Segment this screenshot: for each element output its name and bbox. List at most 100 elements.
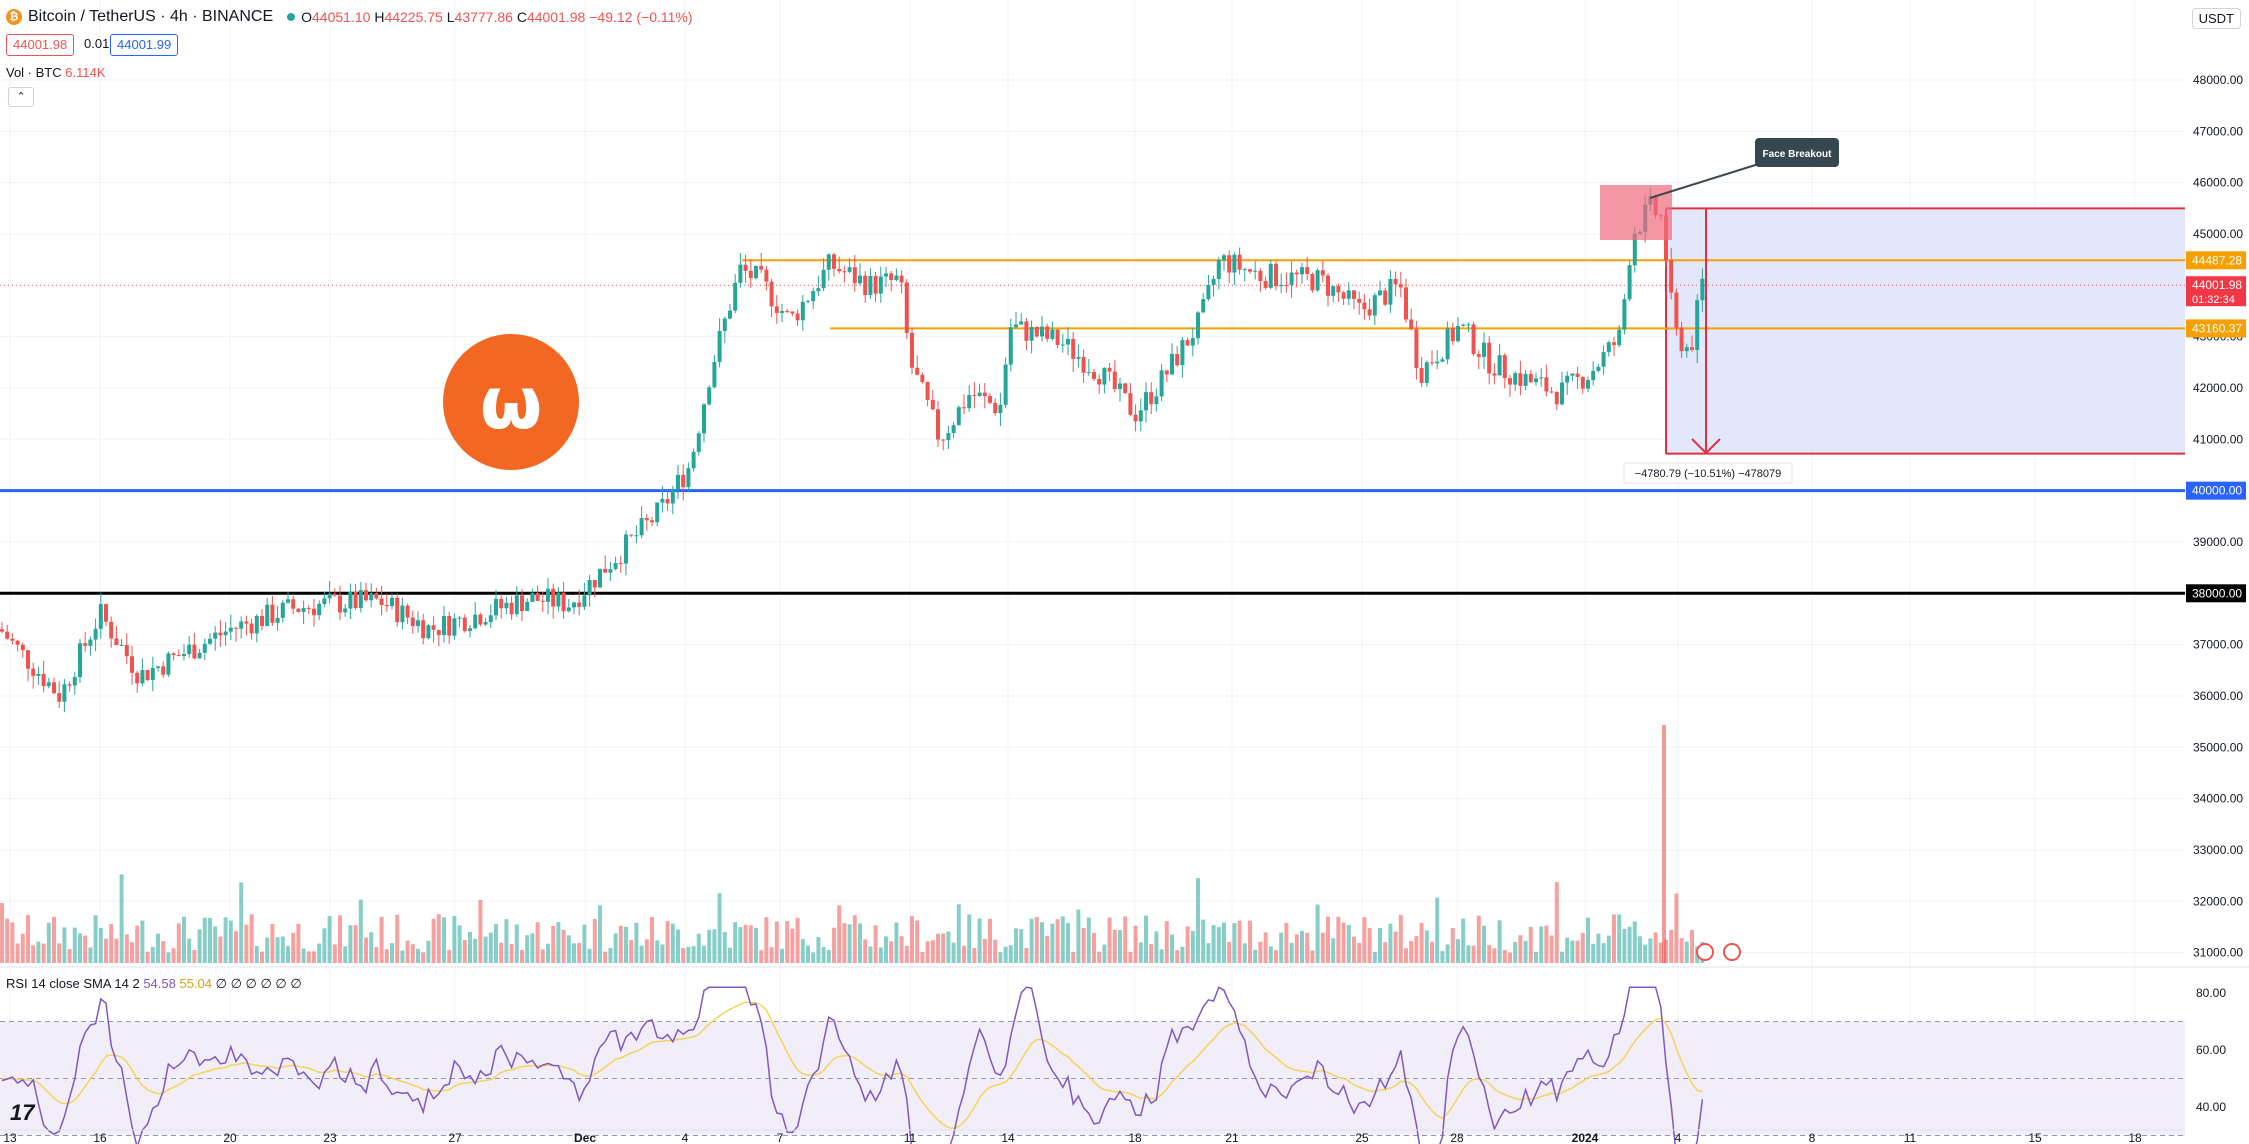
candle-body xyxy=(26,650,30,669)
buy-price-button[interactable]: 44001.99 xyxy=(110,34,179,56)
volume-bar xyxy=(551,925,556,963)
candle-body xyxy=(364,590,368,601)
symbol-title[interactable]: Bitcoin / TetherUS · 4h · BINANCE xyxy=(28,8,274,25)
candle-body xyxy=(582,595,587,607)
volume-bar xyxy=(1248,920,1252,963)
volume-bar xyxy=(249,914,254,963)
callout-label: Face Breakout xyxy=(1763,149,1833,160)
volume-bar xyxy=(1492,948,1497,963)
candle-body xyxy=(889,273,894,280)
candle-body xyxy=(228,627,233,632)
sell-price-button[interactable]: 44001.98 xyxy=(6,34,75,56)
candle-body xyxy=(1622,299,1627,330)
volume-bar xyxy=(540,949,545,963)
candle-body xyxy=(343,608,348,613)
volume-bar xyxy=(135,925,140,963)
volume-bar xyxy=(265,937,270,963)
candle-body xyxy=(572,602,576,608)
chevron-up-icon[interactable]: ⌃ xyxy=(8,87,34,107)
candle-body xyxy=(208,638,212,644)
candle-body xyxy=(1024,321,1029,341)
time-tick: 25 xyxy=(1355,1131,1369,1144)
candle-body xyxy=(1632,233,1637,266)
volume-bar xyxy=(1170,934,1174,963)
brand-logo: ω xyxy=(443,334,579,470)
volume-bar xyxy=(88,947,93,963)
volume-bar xyxy=(743,924,748,963)
candle-body xyxy=(114,638,119,646)
candle-body xyxy=(1554,391,1559,405)
volume-legend: Vol · BTC 6.114K xyxy=(6,65,106,80)
volume-bar xyxy=(1034,917,1039,963)
volume-bar xyxy=(1440,951,1445,963)
candle-body xyxy=(1232,254,1237,273)
candle-body xyxy=(1315,270,1320,291)
candle-body xyxy=(946,433,951,441)
volume-bar xyxy=(1404,948,1408,963)
volume-bar xyxy=(1315,904,1320,963)
volume-bar xyxy=(270,924,275,963)
candle-body xyxy=(546,588,550,602)
candle-body xyxy=(748,270,753,279)
volume-bar xyxy=(1326,916,1330,963)
candle-body xyxy=(759,265,764,270)
candle-body xyxy=(1606,342,1611,353)
volume-bar xyxy=(187,938,192,963)
volume-bar xyxy=(202,917,207,963)
candle-body xyxy=(774,306,779,313)
candle-body xyxy=(124,644,129,657)
volume-bar xyxy=(1050,923,1055,963)
measure-box xyxy=(1623,462,1793,484)
candle-body xyxy=(119,644,124,646)
volume-bar xyxy=(1575,940,1580,963)
volume-bar xyxy=(525,935,530,963)
volume-bar xyxy=(748,925,753,963)
candle-body xyxy=(587,580,592,596)
candle-body xyxy=(1310,273,1315,291)
candle-body xyxy=(691,451,696,469)
volume-bar xyxy=(166,952,171,963)
volume-bar xyxy=(208,917,212,963)
currency-selector[interactable]: USDT xyxy=(2191,8,2241,29)
volume-bar xyxy=(556,922,561,963)
volume-bar xyxy=(52,916,56,963)
price-label: 43160.37 xyxy=(2192,321,2242,335)
volume-bar xyxy=(1466,945,1471,963)
price-label-bg xyxy=(2186,319,2246,338)
candle-body xyxy=(1107,367,1112,372)
candle-body xyxy=(410,617,415,627)
candle-body xyxy=(1409,319,1414,330)
volume-bar xyxy=(915,920,920,963)
volume-bar xyxy=(1175,950,1180,963)
volume-bar xyxy=(691,946,696,963)
candle-body xyxy=(338,595,342,613)
volume-bar xyxy=(374,947,379,963)
volume-bar xyxy=(1040,922,1044,963)
volume-bar xyxy=(1388,923,1393,963)
target-zone xyxy=(1666,208,2185,454)
candle-body xyxy=(317,604,322,616)
price-label: 38000.00 xyxy=(2192,586,2242,600)
candle-body xyxy=(67,684,72,686)
candle-body xyxy=(1674,292,1679,328)
tradingview-logo[interactable]: 17 xyxy=(10,1100,35,1125)
candle-body xyxy=(993,402,998,414)
volume-bar xyxy=(1320,932,1325,963)
volume-bar xyxy=(832,927,836,963)
candle-body xyxy=(1528,373,1533,383)
candle-body xyxy=(561,592,566,612)
candle-body xyxy=(972,394,977,396)
candle-body xyxy=(1341,292,1346,299)
candle-body xyxy=(1570,373,1575,376)
volume-bar xyxy=(806,945,810,963)
candle-body xyxy=(1305,267,1310,274)
candle-body xyxy=(1066,338,1070,345)
volume-bar xyxy=(5,918,10,963)
candle-body xyxy=(639,518,644,536)
volume-bar xyxy=(488,932,493,963)
volume-bar xyxy=(702,945,706,963)
candle-body xyxy=(941,439,946,441)
candle-body xyxy=(379,598,384,606)
volume-bar xyxy=(930,940,935,963)
